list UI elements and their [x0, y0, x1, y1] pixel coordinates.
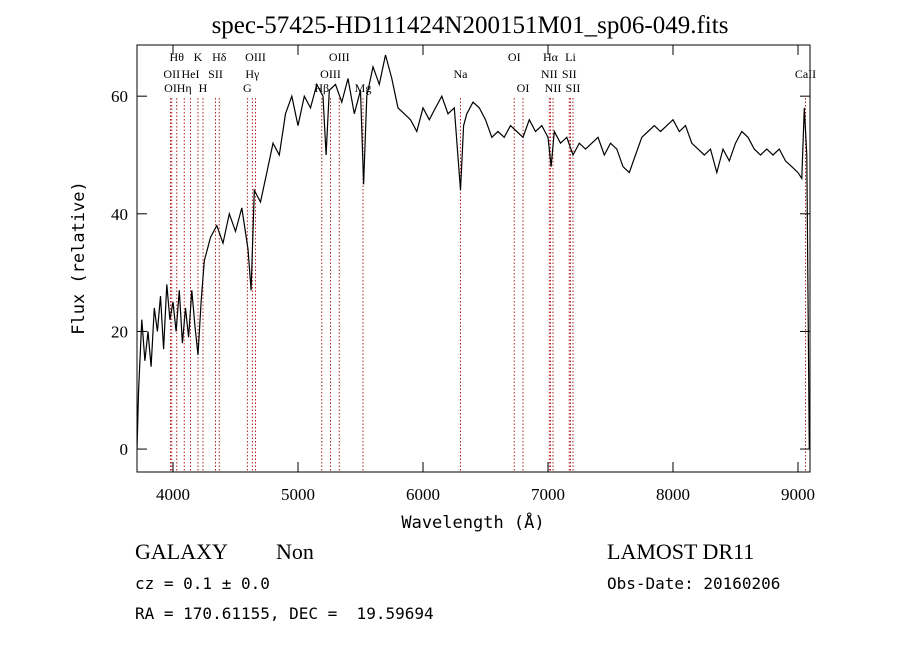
spectral-line-label: Hγ [245, 67, 260, 81]
y-tick-label: 0 [120, 440, 129, 459]
spectral-line-label: OIII [245, 50, 266, 64]
spectral-line-label: OII [163, 67, 180, 81]
spectral-line-label: Li [565, 50, 576, 64]
obs-date: Obs-Date: 20160206 [607, 574, 780, 593]
spectral-line-label: Hβ [314, 81, 329, 95]
chart-title: spec-57425-HD111424N200151M01_sp06-049.f… [212, 12, 729, 39]
coordinates: RA = 170.61155, DEC = 19.59694 [135, 604, 434, 623]
spectral-line-label: SII [562, 67, 577, 81]
spectral-line-label: CaII [795, 67, 816, 81]
x-tick-label: 7000 [531, 485, 565, 504]
plot-frame [136, 44, 811, 473]
spectral-line-label: SII [208, 67, 223, 81]
x-tick-label: 4000 [156, 485, 190, 504]
spectral-line-label: SII [566, 81, 581, 95]
spectral-line-label: HeI [182, 67, 200, 81]
spectral-line-label: Mg [355, 81, 372, 95]
x-tick-label: 5000 [281, 485, 315, 504]
spectral-line-label: G [243, 81, 252, 95]
spectral-line-label: OIII [329, 50, 350, 64]
spectral-line-label: K [194, 50, 203, 64]
x-tick-label: 8000 [656, 485, 690, 504]
survey: LAMOST DR11 [607, 539, 754, 564]
x-tick-label: 6000 [406, 485, 440, 504]
y-axis-label: Flux (relative) [69, 181, 89, 335]
spectral-line-label: OI [508, 50, 521, 64]
x-tick-label: 9000 [781, 485, 815, 504]
object-class: GALAXY [135, 539, 228, 564]
spectral-line-label: NII [541, 67, 558, 81]
spectral-line-label: Hδ [212, 50, 227, 64]
spectral-line-label: Hθ [170, 50, 185, 64]
spectral-line-label: Hα [543, 50, 559, 64]
spectral-line-label: OI [517, 81, 530, 95]
subclass: Non [276, 539, 314, 564]
spectrum-line [137, 54, 810, 450]
redshift: cz = 0.1 ± 0.0 [135, 574, 270, 593]
y-tick-label: 20 [111, 322, 128, 341]
spectral-line-label: OIII [320, 67, 341, 81]
spectral-line-label: Hη [177, 81, 192, 95]
spectral-line-label: H [199, 81, 208, 95]
x-axis-label: Wavelength (Å) [401, 511, 544, 533]
y-tick-label: 40 [111, 205, 128, 224]
spectral-line-label: OI [164, 81, 177, 95]
y-tick-label: 60 [111, 87, 128, 106]
spectral-line-label: Na [454, 67, 469, 81]
spectral-line-label: NII [545, 81, 562, 95]
